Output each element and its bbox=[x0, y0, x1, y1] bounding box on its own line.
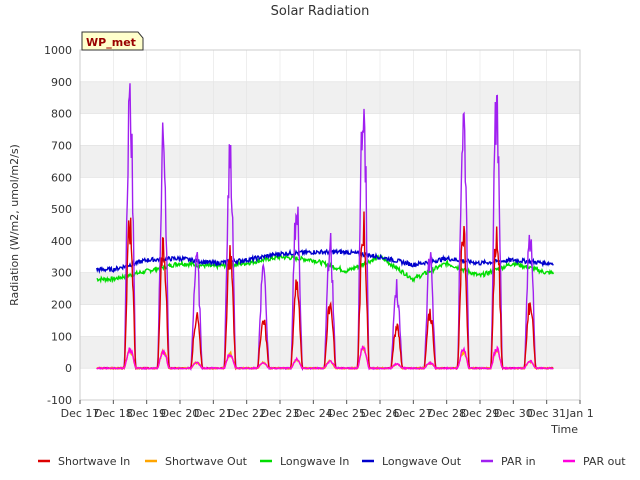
y-axis: -100 0 100 200 300 400 500 600 700 800 900 1000 bbox=[44, 44, 72, 407]
background-bands bbox=[80, 50, 580, 400]
x-tick-label: Dec 17 bbox=[61, 407, 100, 420]
y-tick-label: 900 bbox=[51, 76, 72, 89]
legend-label: Shortwave Out bbox=[165, 455, 248, 468]
band bbox=[80, 50, 580, 82]
x-tick-label: Dec 20 bbox=[161, 407, 200, 420]
legend-label: Longwave Out bbox=[382, 455, 462, 468]
x-tick-label: Dec 21 bbox=[194, 407, 233, 420]
band bbox=[80, 177, 580, 210]
band bbox=[80, 272, 580, 305]
series-line-par-out bbox=[96, 345, 554, 371]
band bbox=[80, 81, 580, 114]
x-tick-label: Dec 24 bbox=[294, 407, 333, 420]
legend-label: Longwave In bbox=[280, 455, 349, 468]
y-tick-label: 800 bbox=[51, 108, 72, 121]
y-tick-label: 200 bbox=[51, 299, 72, 312]
x-tick-label: Dec 27 bbox=[394, 407, 433, 420]
band bbox=[80, 368, 580, 400]
series-line-longwave-in bbox=[96, 253, 554, 284]
x-axis-label: Time bbox=[550, 423, 578, 436]
series-line-longwave-out bbox=[96, 247, 554, 274]
legend-label: PAR in bbox=[501, 455, 536, 468]
x-tick-label: Dec 19 bbox=[127, 407, 166, 420]
x-tick-label: Dec 26 bbox=[361, 407, 400, 420]
y-tick-label: 600 bbox=[51, 171, 72, 184]
x-tick-label: Dec 29 bbox=[461, 407, 500, 420]
y-tick-label: 300 bbox=[51, 267, 72, 280]
x-tick-label: Jan 1 bbox=[565, 407, 593, 420]
annotation-text: WP_met bbox=[86, 36, 136, 49]
legend-label: Shortwave In bbox=[58, 455, 130, 468]
band bbox=[80, 113, 580, 146]
x-tick-label: Dec 25 bbox=[327, 407, 366, 420]
legend-label: PAR out bbox=[583, 455, 626, 468]
plot-frame bbox=[79, 49, 581, 401]
y-tick-label: 400 bbox=[51, 235, 72, 248]
legend: Shortwave In Shortwave Out Longwave In Long… bbox=[38, 455, 626, 468]
band bbox=[80, 336, 580, 369]
series-layer bbox=[96, 83, 554, 372]
x-tick-label: Dec 28 bbox=[427, 407, 466, 420]
band bbox=[80, 145, 580, 178]
y-tick-label: 1000 bbox=[44, 44, 72, 57]
y-tick-label: 700 bbox=[51, 139, 72, 152]
y-axis-label: Radiation (W/m2, umol/m2/s) bbox=[8, 144, 21, 306]
x-tick-label: Dec 22 bbox=[227, 407, 266, 420]
y-tick-label: 100 bbox=[51, 330, 72, 343]
x-tick-label: Dec 31 bbox=[527, 407, 566, 420]
y-tick-label: 0 bbox=[65, 362, 72, 375]
y-tick-label: 500 bbox=[51, 203, 72, 216]
y-tick-label: -100 bbox=[47, 394, 72, 407]
annotation-box: WP_met bbox=[81, 31, 144, 51]
x-tick-label: Dec 30 bbox=[494, 407, 533, 420]
chart-title: Solar Radiation bbox=[271, 4, 370, 19]
x-tick-label: Dec 23 bbox=[261, 407, 300, 420]
x-tick-label: Dec 18 bbox=[94, 407, 133, 420]
